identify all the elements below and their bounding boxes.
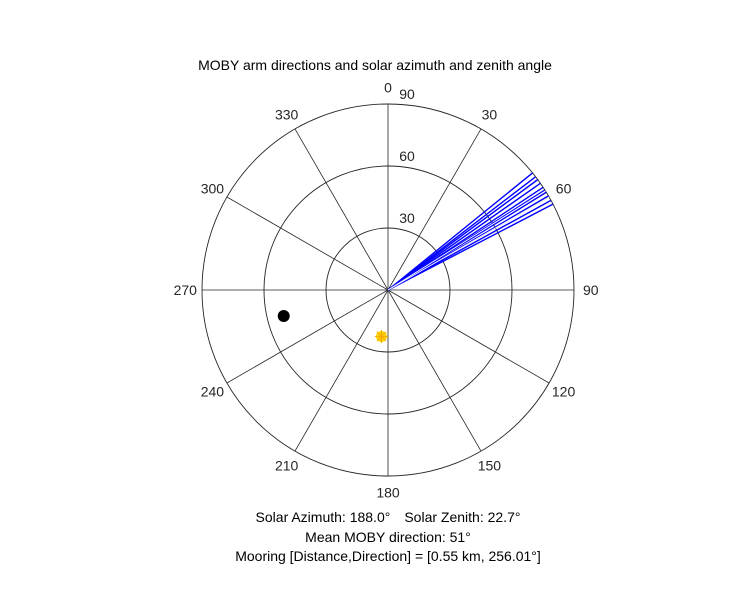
mean-moby-direction-text: Mean MOBY direction: 51° bbox=[305, 529, 471, 545]
r-tick-90: 90 bbox=[399, 86, 415, 102]
r-tick-30: 30 bbox=[399, 210, 415, 226]
ring-30 bbox=[325, 227, 451, 353]
ring-90 bbox=[201, 103, 575, 477]
sun-marker bbox=[374, 329, 388, 343]
solar-zenith-text: Solar Zenith: 22.7° bbox=[404, 509, 521, 525]
sun-ray-7 bbox=[381, 331, 387, 337]
spoke-240 bbox=[226, 289, 389, 384]
theta-tick-270: 270 bbox=[174, 282, 198, 298]
sun-ray-3 bbox=[376, 336, 382, 342]
arm-line-3 bbox=[387, 182, 541, 291]
spoke-120 bbox=[387, 289, 550, 384]
theta-tick-60: 60 bbox=[556, 181, 572, 197]
spoke-330 bbox=[294, 128, 389, 291]
arm-line-8 bbox=[387, 203, 554, 291]
arm-line-7 bbox=[387, 199, 552, 291]
spoke-150 bbox=[387, 289, 482, 452]
spoke-30 bbox=[387, 128, 482, 291]
polar-data bbox=[277, 172, 554, 343]
theta-tick-30: 30 bbox=[482, 106, 498, 122]
theta-tick-330: 330 bbox=[275, 106, 299, 122]
theta-tick-150: 150 bbox=[478, 458, 502, 474]
ring-60 bbox=[263, 165, 513, 415]
spoke-210 bbox=[294, 289, 389, 452]
solar-azimuth-text: Solar Azimuth: 188.0° bbox=[255, 509, 391, 525]
solar-caption: Solar Azimuth: 188.0° Solar Zenith: 22.7° bbox=[0, 509, 750, 525]
r-tick-60: 60 bbox=[399, 148, 415, 164]
theta-tick-120: 120 bbox=[552, 383, 576, 399]
polar-grid bbox=[201, 103, 575, 477]
mooring-marker bbox=[277, 309, 290, 322]
spoke-300 bbox=[226, 196, 389, 291]
theta-tick-240: 240 bbox=[201, 383, 225, 399]
theta-tick-210: 210 bbox=[275, 458, 299, 474]
tick-labels: 0 30 60 90 120 150 180 210 240 270 300 330 30 60 90 bbox=[174, 79, 599, 500]
white-line-1 bbox=[387, 196, 550, 291]
sun-ray-5 bbox=[376, 331, 382, 337]
mooring-text: Mooring [Distance,Direction] = [0.55 km,… bbox=[235, 548, 541, 564]
white-line-0 bbox=[387, 190, 546, 291]
arm-line-2 bbox=[387, 179, 539, 291]
theta-tick-300: 300 bbox=[201, 181, 225, 197]
arm-line-0 bbox=[387, 172, 533, 291]
theta-tick-180: 180 bbox=[376, 485, 400, 501]
theta-tick-0: 0 bbox=[384, 79, 392, 95]
theta-tick-90: 90 bbox=[583, 282, 599, 298]
sun-ray-1 bbox=[381, 336, 387, 342]
chart-title: MOBY arm directions and solar azimuth an… bbox=[198, 57, 552, 73]
